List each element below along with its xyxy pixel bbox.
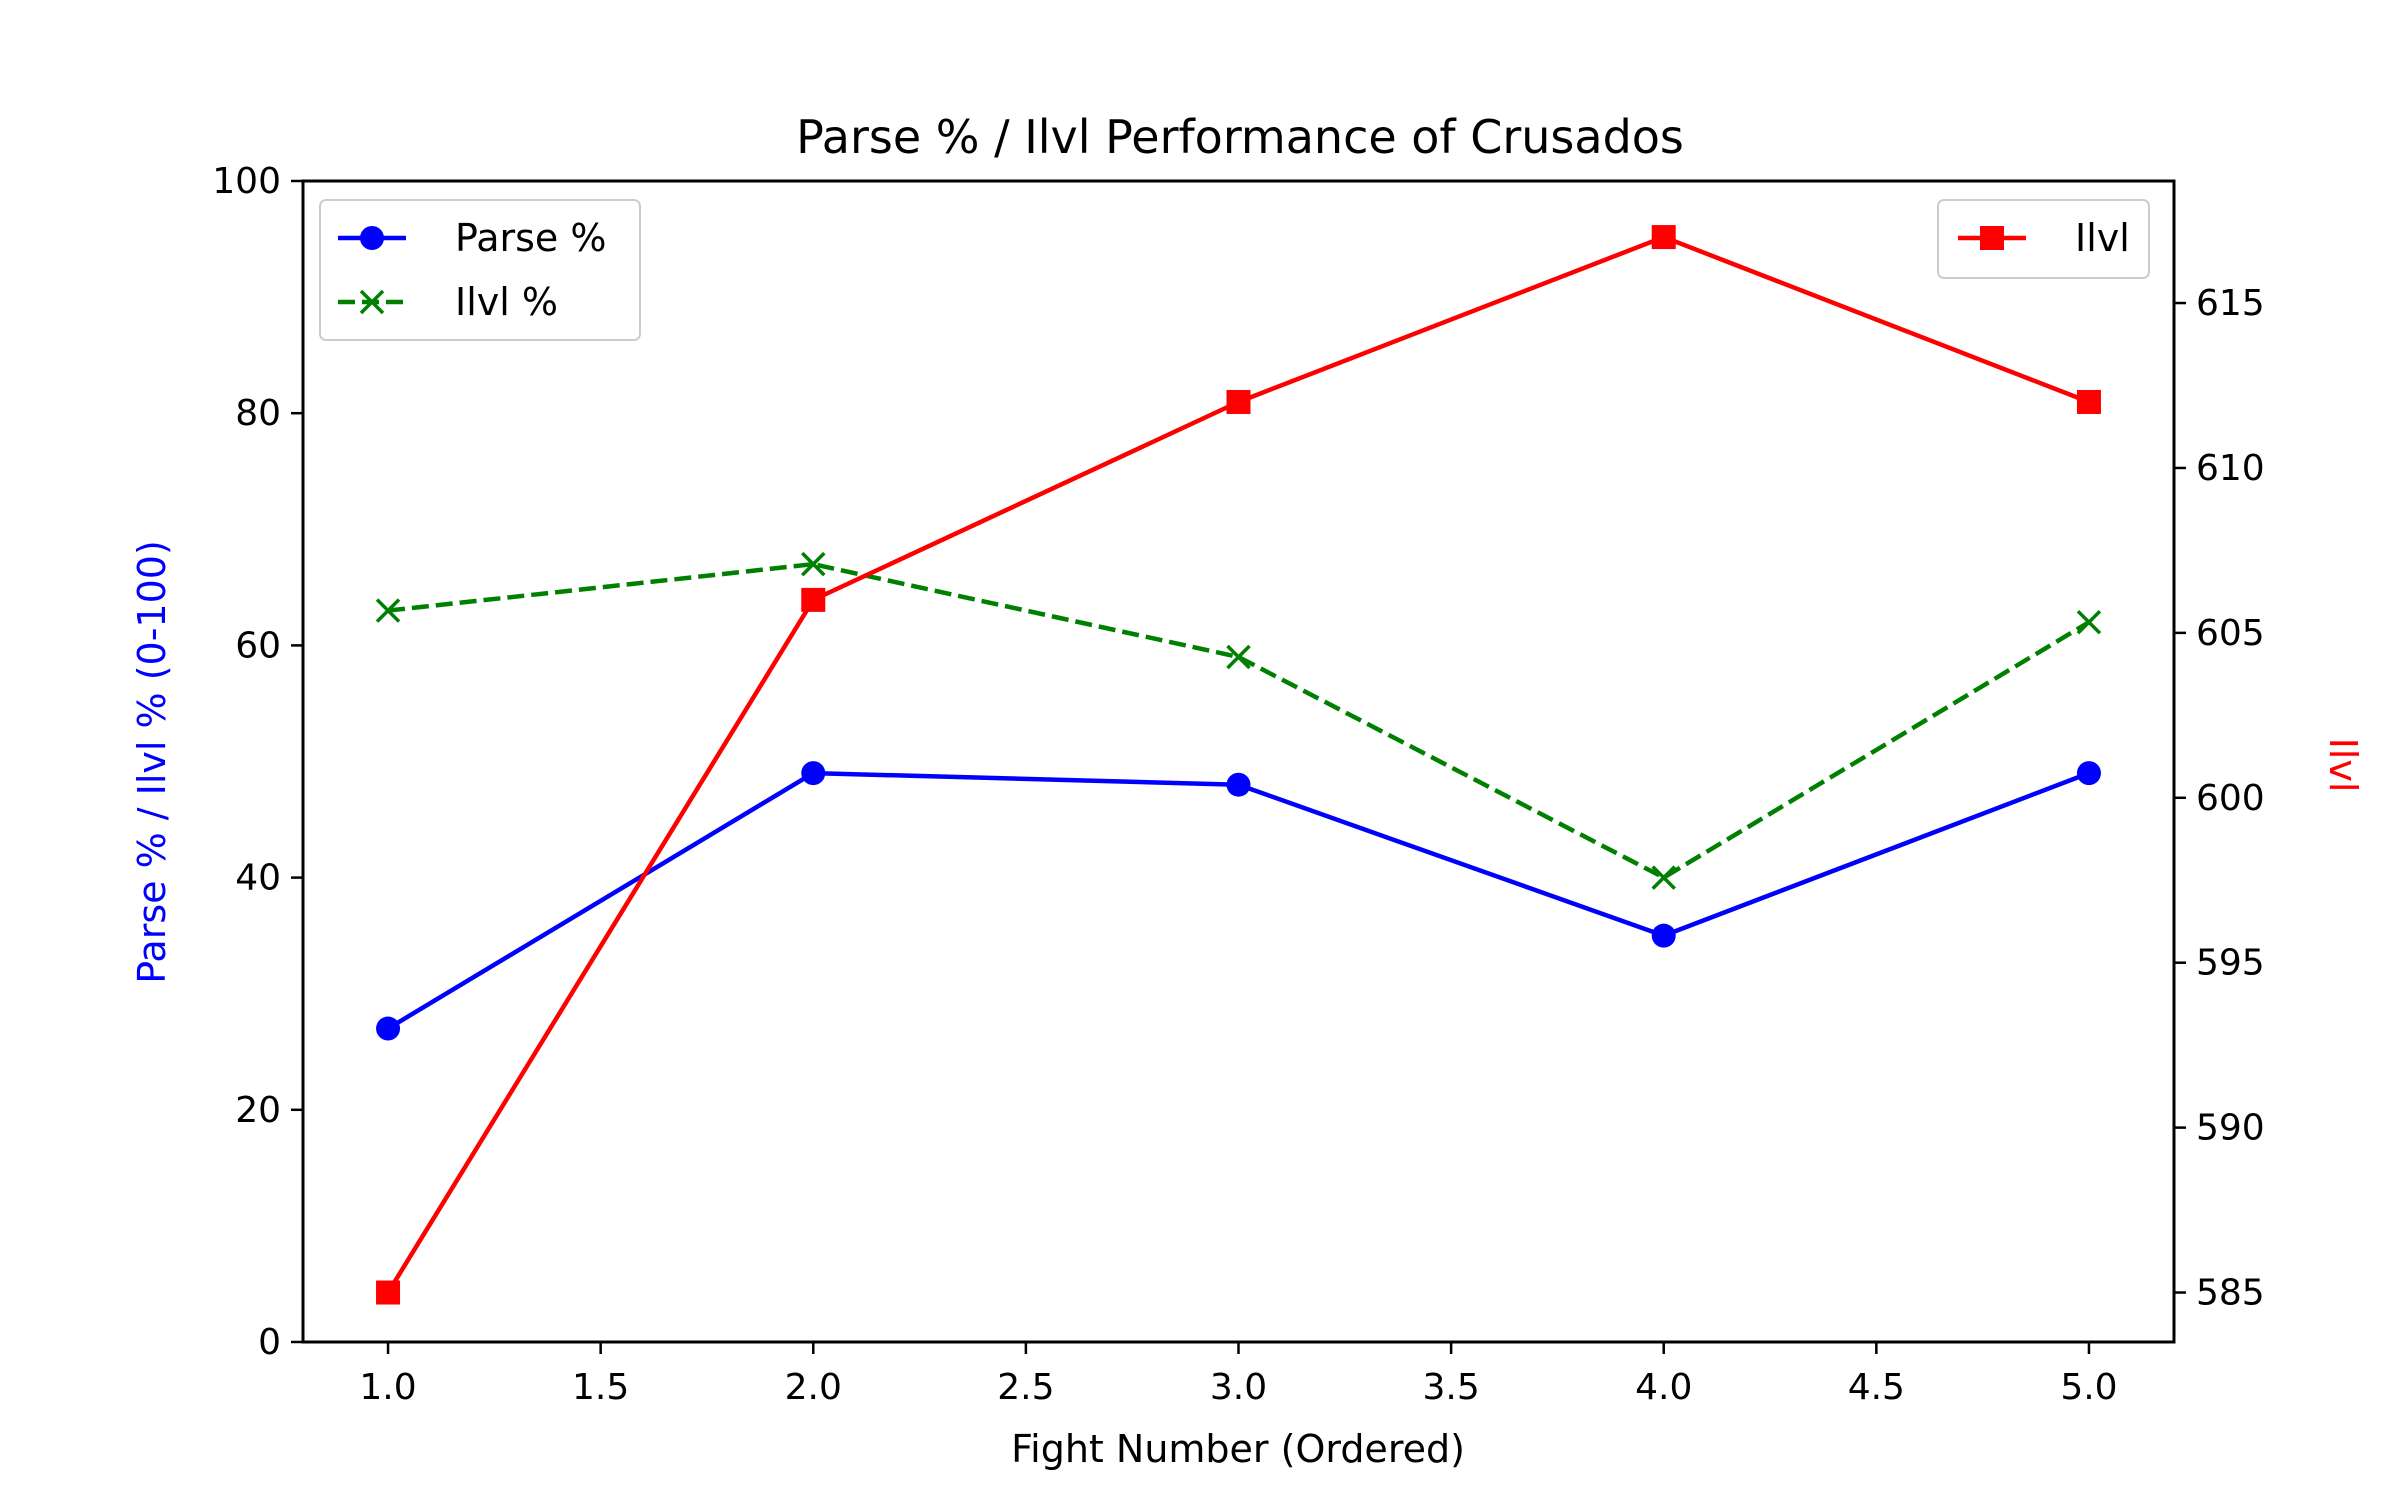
y-right-tick-label: 605 <box>2196 613 2265 654</box>
legend-marker <box>1980 226 2004 250</box>
series-ilvl <box>376 225 2101 1305</box>
y-axis-left-label: Parse % / Ilvl % (0-100) <box>130 540 174 984</box>
x-tick-label: 2.0 <box>785 1367 842 1408</box>
legend-marker <box>359 289 385 315</box>
x-tick-label: 3.0 <box>1210 1367 1267 1408</box>
point-ilvl <box>2076 609 2102 635</box>
point-parse <box>2076 761 2101 786</box>
legend-entry-parse: Parse % <box>338 216 606 260</box>
y-axis-left: 0 20 40 60 80 100 <box>212 161 303 1363</box>
point-ilvl <box>1226 644 1251 670</box>
legend-entry-ilvl: Ilvl % <box>338 280 558 324</box>
legend-left: Parse % Ilvl % <box>319 199 641 341</box>
point-parse <box>376 1016 401 1041</box>
y-left-tick-label: 20 <box>235 1090 281 1131</box>
point-ilvl <box>375 598 401 623</box>
point-parse <box>1651 923 1676 948</box>
x-axis: 1.0 1.5 2.0 2.5 3.0 3.5 4.0 4.5 5.0 <box>359 1342 2118 1408</box>
point-ilvl <box>1651 225 1676 250</box>
y-right-tick-label: 585 <box>2196 1273 2265 1314</box>
x-axis-label: Fight Number (Ordered) <box>1011 1427 1465 1471</box>
point-ilvl <box>1226 389 1251 414</box>
series-ilvl <box>375 551 2102 890</box>
legend-left-box <box>319 199 641 341</box>
y-right-tick-label: 600 <box>2196 778 2265 819</box>
y-right-tick-label: 595 <box>2196 943 2265 984</box>
x-tick-label: 4.5 <box>1848 1367 1905 1408</box>
legend-marker <box>360 226 384 250</box>
point-ilvl <box>801 587 826 612</box>
y-left-tick-label: 0 <box>258 1322 281 1363</box>
y-left-tick-label: 40 <box>235 858 281 899</box>
chart-title: Parse % / Ilvl Performance of Crusados <box>796 110 1684 164</box>
x-tick-label: 2.5 <box>997 1367 1054 1408</box>
legend-entry-ilvl: Ilvl <box>1958 216 2130 260</box>
y-right-tick-label: 590 <box>2196 1108 2265 1149</box>
y-left-tick-label: 60 <box>235 625 281 666</box>
x-tick-label: 4.0 <box>1635 1367 1692 1408</box>
legend-right: Ilvl <box>1937 199 2150 279</box>
y-axis-right-label: Ilvl <box>2321 738 2365 793</box>
y-left-tick-label: 100 <box>212 161 281 202</box>
legend-label: Parse % <box>455 216 606 260</box>
legend-right-box <box>1937 199 2150 279</box>
point-parse <box>1226 772 1251 797</box>
x-tick-label: 1.5 <box>572 1367 629 1408</box>
point-ilvl <box>1651 865 1676 890</box>
series-layer <box>375 225 2102 1305</box>
x-tick-label: 1.0 <box>359 1367 416 1408</box>
legend-label: Ilvl % <box>455 280 558 324</box>
x-tick-label: 5.0 <box>2060 1367 2117 1408</box>
point-ilvl <box>376 1280 401 1305</box>
y-left-tick-label: 80 <box>235 393 281 434</box>
y-right-tick-label: 610 <box>2196 448 2265 489</box>
legend-label: Ilvl <box>2075 216 2130 260</box>
point-ilvl <box>2076 389 2101 414</box>
y-right-tick-label: 615 <box>2196 283 2265 324</box>
point-ilvl <box>801 551 826 577</box>
point-parse <box>801 761 826 786</box>
series-parse <box>376 761 2101 1041</box>
y-axis-right: 585 590 595 600 605 610 615 <box>2174 283 2265 1314</box>
x-tick-label: 3.5 <box>1422 1367 1479 1408</box>
